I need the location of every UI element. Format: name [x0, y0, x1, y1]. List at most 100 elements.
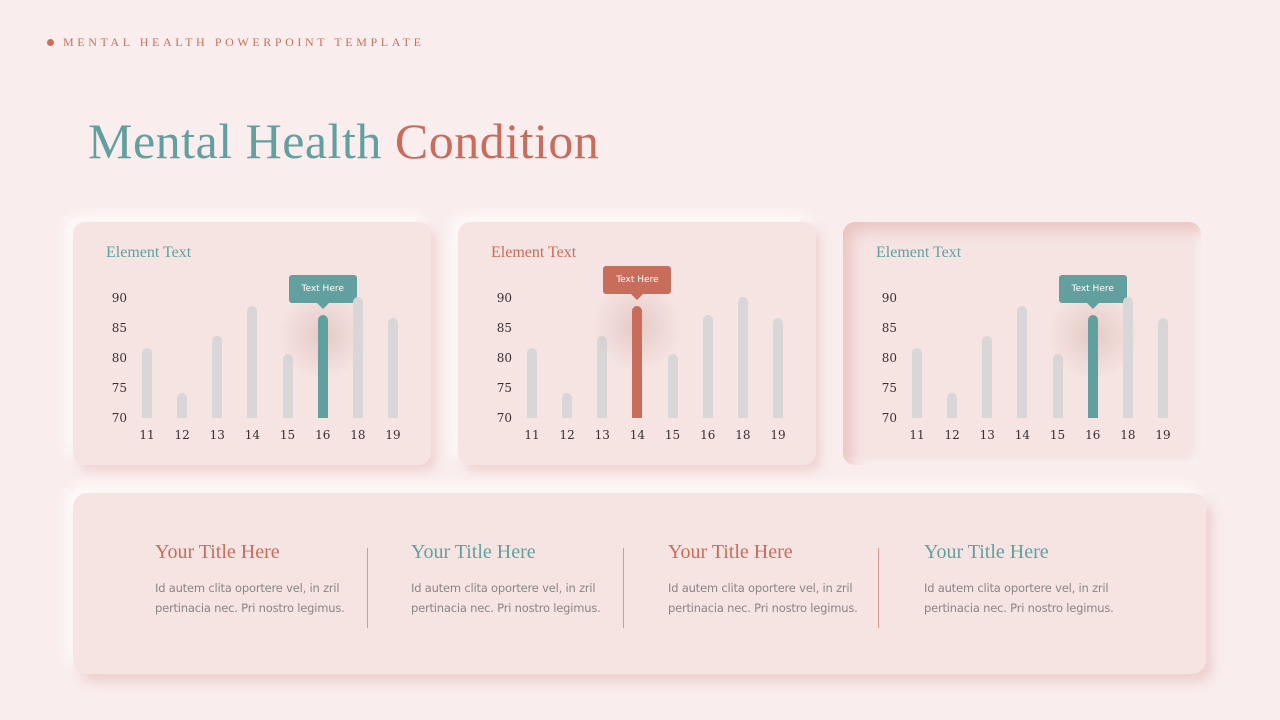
bar[interactable]	[982, 336, 993, 418]
header: MENTAL HEALTH POWERPOINT TEMPLATE	[47, 35, 425, 50]
title-part-1: Mental Health	[88, 113, 382, 169]
body-line: Id autem clita oportere vel, in zril	[924, 581, 1109, 595]
tooltip: Text Here	[603, 266, 672, 300]
x-tick-label: 18	[1120, 428, 1136, 442]
y-tick-label: 85	[881, 321, 897, 335]
tooltip: Text Here	[288, 275, 357, 309]
x-tick-label: 14	[244, 428, 261, 442]
body-line: Id autem clita oportere vel, in zril	[411, 581, 596, 595]
info-column-3: Your Title Here Id autem clita oportere …	[668, 541, 888, 618]
header-label: MENTAL HEALTH POWERPOINT TEMPLATE	[63, 35, 425, 49]
chart-title: Element Text	[876, 244, 962, 261]
y-tick-label: 70	[111, 411, 127, 425]
chart-title: Element Text	[491, 244, 577, 261]
x-tick-label: 19	[770, 428, 786, 442]
bar[interactable]	[1158, 318, 1168, 418]
bar-highlighted[interactable]	[1087, 315, 1098, 418]
x-tick-label: 13	[979, 428, 995, 442]
body-line: pertinacia nec. Pri nostro legimus.	[155, 601, 345, 615]
title-part-2: Condition	[394, 113, 600, 169]
column-body: Id autem clita oportere vel, in zril per…	[155, 578, 375, 618]
x-tick-label: 14	[629, 428, 646, 442]
x-tick-label: 12	[944, 428, 960, 442]
column-divider	[878, 548, 879, 628]
bar-highlighted[interactable]	[632, 306, 643, 418]
bar[interactable]	[773, 318, 783, 418]
body-line: Id autem clita oportere vel, in zril	[668, 581, 853, 595]
x-tick-label: 15	[664, 428, 681, 442]
info-column-1: Your Title Here Id autem clita oportere …	[155, 541, 375, 618]
bar[interactable]	[947, 393, 958, 418]
bar[interactable]	[352, 297, 363, 418]
bar[interactable]	[737, 297, 748, 418]
bar[interactable]	[1122, 297, 1133, 418]
bar[interactable]	[247, 306, 258, 418]
bar[interactable]	[282, 354, 293, 418]
bullet-dot-icon	[47, 39, 54, 46]
x-tick-label: 18	[735, 428, 751, 442]
y-tick-label: 85	[111, 321, 127, 335]
x-tick-label: 14	[1014, 428, 1031, 442]
x-tick-label: 18	[350, 428, 366, 442]
body-line: pertinacia nec. Pri nostro legimus.	[924, 601, 1114, 615]
body-line: pertinacia nec. Pri nostro legimus.	[668, 601, 858, 615]
plot-area: Text Here	[135, 275, 405, 418]
bar[interactable]	[912, 348, 922, 418]
x-tick-label: 15	[1049, 428, 1066, 442]
bar[interactable]	[177, 393, 188, 418]
x-tick-label: 13	[209, 428, 225, 442]
x-tick-label: 13	[594, 428, 610, 442]
bar[interactable]	[667, 354, 678, 418]
y-tick-label: 80	[881, 351, 897, 365]
bar[interactable]	[1017, 306, 1028, 418]
x-tick-label: 15	[279, 428, 296, 442]
tooltip: Text Here	[1058, 275, 1127, 309]
y-axis: 90 85 80 75 70	[480, 282, 512, 425]
chart-card-1: Element Text 90 85 80 75 70 Text Here 11 12 13 14 1…	[73, 222, 431, 465]
x-tick-label: 12	[174, 428, 190, 442]
bar[interactable]	[597, 336, 608, 418]
y-axis: 90 85 80 75 70	[865, 282, 897, 425]
y-tick-label: 80	[496, 351, 512, 365]
x-tick-label: 11	[139, 428, 155, 442]
y-axis: 90 85 80 75 70	[95, 282, 127, 425]
y-tick-label: 70	[881, 411, 897, 425]
column-title: Your Title Here	[668, 541, 793, 563]
y-tick-label: 90	[881, 291, 897, 305]
x-tick-label: 19	[385, 428, 401, 442]
bar[interactable]	[212, 336, 223, 418]
x-tick-label: 11	[909, 428, 925, 442]
x-tick-label: 16	[1085, 428, 1101, 442]
y-tick-label: 70	[496, 411, 512, 425]
bar-highlighted[interactable]	[317, 315, 328, 418]
y-tick-label: 75	[111, 381, 127, 395]
bar[interactable]	[142, 348, 152, 418]
chart-card-2: Element Text 90 85 80 75 70 Text Here 11 12 13 14 1…	[458, 222, 816, 465]
column-body: Id autem clita oportere vel, in zril per…	[668, 578, 888, 618]
column-title: Your Title Here	[155, 541, 280, 563]
plot-area: Text Here	[520, 266, 790, 418]
x-tick-label: 19	[1155, 428, 1171, 442]
bar[interactable]	[702, 315, 713, 418]
bar[interactable]	[527, 348, 537, 418]
chart-title: Element Text	[106, 244, 192, 261]
bar[interactable]	[388, 318, 398, 418]
x-tick-label: 16	[315, 428, 331, 442]
info-column-4: Your Title Here Id autem clita oportere …	[924, 541, 1144, 618]
column-body: Id autem clita oportere vel, in zril per…	[924, 578, 1144, 618]
y-tick-label: 75	[496, 381, 512, 395]
y-tick-label: 90	[111, 291, 127, 305]
x-tick-label: 16	[700, 428, 716, 442]
y-tick-label: 75	[881, 381, 897, 395]
y-tick-label: 90	[496, 291, 512, 305]
column-divider	[623, 548, 624, 628]
bar[interactable]	[1052, 354, 1063, 418]
x-tick-label: 11	[524, 428, 540, 442]
column-body: Id autem clita oportere vel, in zril per…	[411, 578, 631, 618]
x-tick-label: 12	[559, 428, 575, 442]
body-line: Id autem clita oportere vel, in zril	[155, 581, 340, 595]
info-panel: Your Title Here Id autem clita oportere …	[73, 493, 1206, 674]
page-title: Mental Health Condition	[88, 112, 599, 170]
plot-area: Text Here	[905, 275, 1175, 418]
bar[interactable]	[562, 393, 573, 418]
